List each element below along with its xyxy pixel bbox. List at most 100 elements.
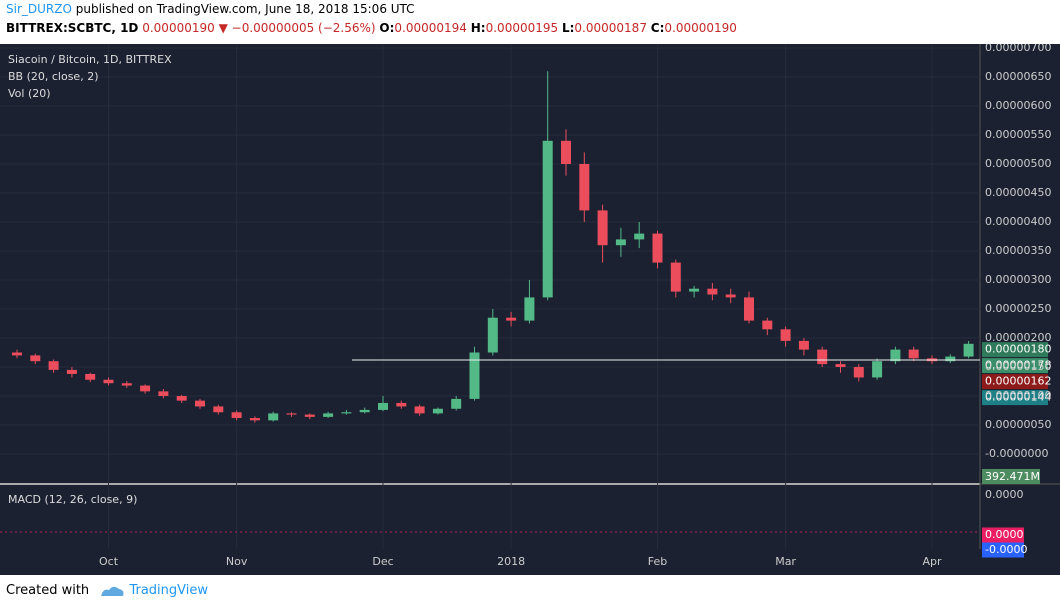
candle-body [469,352,480,399]
candle-body [30,355,41,362]
y-tick-label: 0.00000250 [985,302,1051,315]
y-tick-label: 0.00000500 [985,157,1051,170]
candle-body [780,329,791,341]
h-label: H: [470,21,486,35]
candle-body [268,413,279,421]
candle-body [140,385,151,392]
y-tick-label: 0.00000600 [985,99,1051,112]
macd-label: 0.0000 [985,488,1024,501]
l-label: L: [561,21,575,35]
chart: 0.00000180 0.00000178 0.00000162 0.00000144… [0,44,1060,575]
y-tick-label: -0.0000000 [985,447,1048,460]
candle-body [689,288,700,292]
created: Created with [6,583,90,598]
candle-body [652,233,663,263]
candle-body [744,297,754,321]
l: 0.00000187 [574,21,647,35]
logo [101,586,124,596]
y-tick-label: 0.00000050 [985,418,1051,431]
x-tick-label: Mar [775,555,796,568]
x-tick-label: 2018 [497,555,525,568]
candle-body [158,391,169,396]
y-tick-label: 0.00000650 [985,70,1051,83]
x-tick-label: Oct [99,555,119,568]
price-axis [980,44,1060,549]
y-tick-label: 0.00000100 [985,389,1051,402]
time-axis [0,549,1060,575]
macd-title: MACD (12, 26, close, 9) [8,493,137,506]
change: −0.00000005 (−2.56%) [231,21,376,35]
candle-body [213,406,224,413]
arrow: ▼ [218,21,228,35]
y-tick-label: 0.00000700 [985,44,1051,54]
candle-body [798,340,809,350]
candle-body [597,210,608,246]
candle-body [396,402,407,407]
candle-body [542,140,553,298]
candle-body [432,408,443,414]
symbol: BITTREX:SCBTC, 1D [6,21,139,35]
price-pane [0,44,980,483]
candle-body [195,400,205,407]
price-tag [982,358,1048,374]
author[interactable]: Sir_DURZO [6,2,72,16]
y-tick-label: 0.00000550 [985,128,1051,141]
candle-body [414,406,425,414]
price-tag [982,374,1048,390]
y-tick-label: 0.00000300 [985,273,1051,286]
indicator-label: BB (20, close, 2) [8,70,99,83]
y-tick-label: 0.00000450 [985,186,1051,199]
candle-body [890,349,901,362]
candle-body [963,343,974,357]
candle-body [506,317,517,321]
symbol-line: BITTREX:SCBTC, 1D 0.00000190 ▼ −0.000000… [6,19,1060,38]
macd-label: 0.0000 [985,528,1024,541]
candle-body [835,364,846,367]
price-tag-label: 0.00000144 [985,391,1051,404]
brand[interactable]: TradingView [129,583,208,598]
macd-tag [982,527,1024,543]
macd-pane [0,485,980,549]
candle-body [670,262,681,292]
candle-body [725,294,736,298]
last: 0.00000190 [142,21,215,35]
y-tick-label: 0.00000350 [985,244,1051,257]
price-tag [982,390,1048,406]
chart-title: Siacoin / Bitcoin, 1D, BITTREX [8,53,172,66]
candle-body [707,288,718,295]
price-tag-label: 0.00000180 [985,343,1051,356]
o-label: O: [379,21,395,35]
x-tick-label: Nov [226,555,248,568]
candle-body [817,349,828,365]
price-tag-label: 0.00000178 [985,359,1051,372]
candle-body [103,379,114,384]
candle-body [451,398,462,409]
published: published on TradingView.com, June 18, 2… [75,2,415,16]
candle-body [304,414,315,417]
candle-body [359,409,370,413]
macd-label: -0.0000 [985,543,1027,556]
price-tag-label: 0.00000162 [985,375,1051,388]
y-tick-label: 0.00000200 [985,331,1051,344]
candle-body [579,164,590,211]
candle-body [85,373,96,380]
candle-body [561,140,571,164]
candle-body [524,297,535,321]
candle-body [341,412,352,414]
publish-line: Sir_DURZO published on TradingView.com, … [6,0,1060,19]
y-tick-label: 0.00000150 [985,360,1051,373]
candle-body [286,413,297,415]
x-tick-label: Dec [372,555,393,568]
candle-body [378,402,388,410]
candle-body [615,239,626,246]
indicator-label: Vol (20) [8,87,51,100]
candle-body [12,352,22,356]
c-label: C: [650,21,665,35]
candle-body [66,369,77,374]
o: 0.00000194 [394,21,467,35]
candle-body [121,383,132,386]
candle-body [176,396,187,401]
c: 0.00000190 [664,21,737,35]
candle-body [853,367,864,378]
